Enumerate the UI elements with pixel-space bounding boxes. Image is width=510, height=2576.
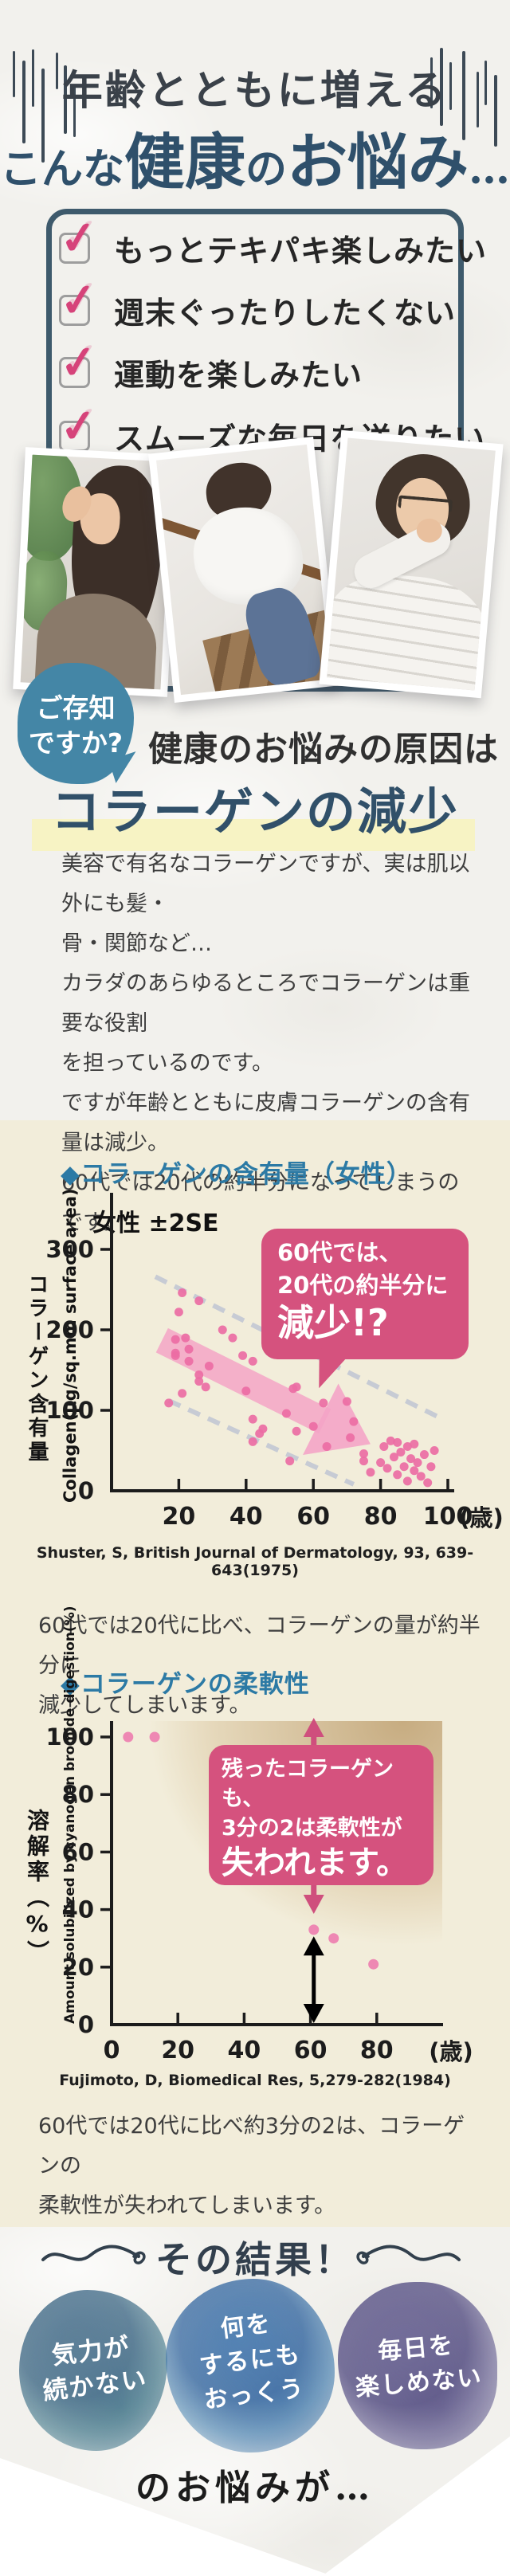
- svg-text:40: 40: [228, 2037, 261, 2064]
- chart2-plot: 0 20 40 60 80 100 0 20 40 60 80 (歳): [45, 1718, 473, 2065]
- checklist-item: ✓ もっとテキパキ楽しみたい: [57, 210, 487, 268]
- check-icon: ✓: [57, 272, 100, 328]
- flourish-right-icon: [356, 2245, 461, 2264]
- title-prefix: こんな: [0, 145, 125, 194]
- chart1-ylabel-jp: コラーゲン含有量: [25, 1273, 49, 1464]
- intro-paragraph: 美容で有名なコラーゲンですが、実は肌以外にも髪・ 骨・関節など… カラダのあらゆ…: [61, 852, 470, 1235]
- checklist-item-label: 運動を楽しみたい: [114, 356, 363, 393]
- outro-text: のお悩みが…: [135, 2468, 375, 2508]
- title-particle: の: [245, 145, 288, 194]
- checklist-item: ✓ 運動を楽しみたい: [57, 334, 363, 392]
- check-icon: ✓: [57, 334, 100, 390]
- stairs-woman-photo: [148, 436, 339, 704]
- callout-line: 残ったコラーゲンも、: [222, 1757, 394, 1811]
- svg-text:20: 20: [161, 2037, 194, 2064]
- badge-line1: ご存知: [36, 692, 116, 723]
- cause-title: コラーゲンの減少: [50, 782, 459, 841]
- title-strong-health: 健康: [124, 127, 246, 198]
- chart2-ylabel-jp: 溶解率（%）: [24, 1809, 50, 1966]
- svg-text:80: 80: [62, 1781, 94, 1808]
- svg-text:0: 0: [78, 1477, 94, 1504]
- know-badge: ご存知 ですか?: [18, 663, 134, 784]
- check-icon: ✓: [57, 398, 100, 454]
- check-icon: ✓: [57, 210, 100, 266]
- callout-line: 3分の2は柔軟性が: [222, 1816, 402, 1841]
- chart2-source: Fujimoto, D, Biomedical Res, 5,279-282(1…: [59, 2072, 451, 2089]
- title-ellipsis: …: [469, 145, 510, 194]
- svg-text:20: 20: [163, 1503, 196, 1531]
- worry-bubble-sluggish: 何を するにも おっくう: [166, 2279, 335, 2452]
- svg-text:(歳): (歳): [429, 2038, 473, 2065]
- svg-text:0: 0: [104, 2037, 120, 2064]
- checklist-item-label: もっとテキパキ楽しみたい: [114, 232, 488, 269]
- callout-line: 失われます。: [222, 1845, 408, 1881]
- worry-bubble-energy: 気力が 続かない: [19, 2290, 167, 2451]
- callout-line: 60代では、: [277, 1239, 402, 1266]
- svg-text:0: 0: [78, 2011, 94, 2038]
- svg-text:300: 300: [45, 1236, 94, 1263]
- svg-text:80: 80: [364, 1503, 398, 1531]
- chart2-heading: ◆コラーゲンの柔軟性: [61, 1670, 310, 1699]
- shoulder-pain-woman-photo: [319, 429, 504, 699]
- cause-lead: 健康のお悩みの原因は: [148, 730, 499, 770]
- chart1-series-label: 女性 ±2SE: [92, 1210, 219, 1237]
- flourish-left-icon: [41, 2245, 146, 2264]
- checkbox: ✓: [57, 398, 100, 454]
- svg-text:60: 60: [296, 1503, 330, 1531]
- svg-text:200: 200: [45, 1316, 94, 1343]
- svg-text:60: 60: [62, 1838, 94, 1865]
- checkbox: ✓: [57, 210, 100, 266]
- checklist-item: ✓ 週末ぐったりしたくない: [57, 272, 456, 330]
- title-strong-worry: お悩み: [287, 127, 469, 198]
- page-title-line1: 年齢とともに増える: [61, 67, 449, 115]
- woman-striped-shirt: [327, 569, 491, 691]
- svg-text:100: 100: [45, 1723, 94, 1751]
- chart1-note: 60代では20代に比べ、コラーゲンの量が約半分に 減少してしまいます。: [38, 1613, 481, 1718]
- watercolor-blob-icon: [338, 2282, 497, 2449]
- chart2-callout: 残ったコラーゲンも、 3分の2は柔軟性が 失われます。: [209, 1745, 434, 1885]
- badge-line2: ですか?: [28, 727, 124, 759]
- svg-text:100: 100: [45, 1397, 94, 1424]
- chart1-callout: 60代では、 20代の約半分に 減少!?: [261, 1229, 469, 1359]
- yellow-highlight: [32, 819, 475, 851]
- checklist-item-label: 週末ぐったりしたくない: [114, 294, 457, 331]
- svg-text:40: 40: [230, 1503, 263, 1531]
- chart2-note: 60代では20代に比べ約3分の2は、コラーゲンの 柔軟性が失われてしまいます。: [38, 2114, 465, 2218]
- chart1-heading: ◆コラーゲンの含有量（女性）: [61, 1160, 412, 1189]
- svg-text:(歳): (歳): [459, 1504, 504, 1531]
- chart1-source: Shuster, S, British Journal of Dermatolo…: [36, 1544, 474, 1579]
- worry-bubble-daily: 毎日を 楽しめない: [338, 2282, 497, 2449]
- checkbox: ✓: [57, 334, 100, 390]
- watercolor-blob-icon: [19, 2290, 167, 2451]
- checkbox: ✓: [57, 272, 100, 328]
- callout-line: 減少!?: [277, 1301, 389, 1344]
- svg-text:80: 80: [360, 2037, 394, 2064]
- svg-text:60: 60: [294, 2037, 328, 2064]
- result-title: その結果！: [155, 2238, 355, 2281]
- callout-line: 20代の約半分に: [277, 1272, 449, 1299]
- svg-text:40: 40: [62, 1896, 94, 1923]
- svg-text:100: 100: [423, 1503, 473, 1531]
- watercolor-blob-icon: [166, 2279, 335, 2452]
- page-title-line2: こんな健康のお悩み…: [0, 113, 510, 201]
- svg-text:20: 20: [62, 1954, 94, 1981]
